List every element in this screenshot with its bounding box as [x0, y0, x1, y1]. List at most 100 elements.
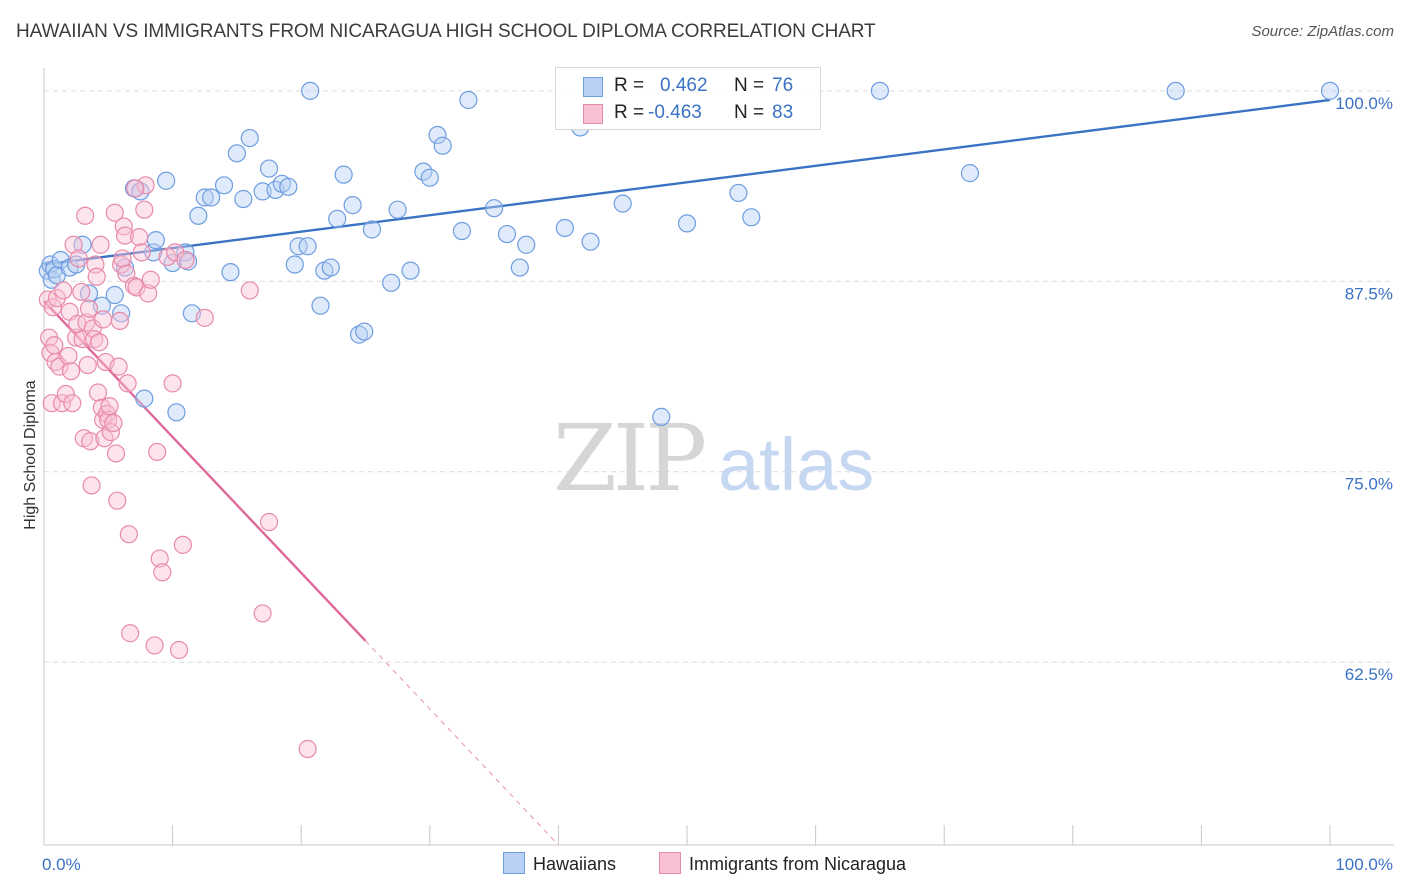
legend-swatch-blue	[503, 852, 525, 874]
hawaiian-point	[189, 206, 208, 225]
hawaiian-point	[135, 389, 154, 408]
hawaiian-point	[234, 189, 253, 209]
nicaragua-point	[54, 281, 73, 300]
hawaiian-point	[157, 171, 176, 190]
hawaiian-point	[960, 164, 980, 183]
nicaragua-point	[64, 235, 83, 254]
hawaiian-point	[677, 214, 697, 233]
legend-n-label: N =	[734, 102, 765, 123]
hawaiian-point	[355, 322, 374, 341]
nicaragua-point	[94, 310, 113, 329]
legend-r-label: R =	[614, 102, 645, 123]
hawaiian-point	[195, 188, 214, 207]
nicaragua-point	[130, 228, 149, 247]
nicaragua-point	[88, 383, 108, 402]
nicaragua-point	[90, 333, 109, 352]
hawaiian-point	[146, 231, 165, 250]
nicaragua-point	[148, 442, 167, 462]
hawaiian-point	[214, 176, 234, 195]
nicaragua-point	[109, 357, 128, 376]
trend-lines	[43, 98, 1331, 846]
hawaiian-point	[1166, 81, 1185, 100]
hawaiian-point	[105, 285, 124, 305]
nicaragua-trend-extension	[365, 640, 559, 846]
nicaragua-point	[61, 362, 81, 381]
data-points	[38, 81, 1340, 759]
hawaiian-point	[311, 296, 330, 315]
hawaiian-point	[301, 81, 320, 100]
nicaragua-point	[52, 394, 72, 413]
hawaiian-point	[428, 125, 447, 145]
hawaiian-point	[420, 168, 439, 187]
nicaragua-point	[112, 255, 131, 274]
hawaiian-point	[613, 194, 632, 213]
y-axis-label: High School Diploma	[22, 380, 39, 530]
nicaragua-point	[47, 288, 66, 308]
legend-label-nicaragua: Immigrants from Nicaragua	[689, 854, 907, 874]
nicaragua-point	[42, 394, 61, 413]
nicaragua-point	[153, 563, 172, 582]
nicaragua-point	[176, 250, 195, 270]
nicaragua-point	[113, 249, 132, 268]
nicaragua-point	[166, 243, 185, 262]
nicaragua-point	[127, 278, 146, 297]
nicaragua-point	[100, 397, 119, 416]
tick-labels: 62.5% 75.0% 87.5% 100.0% 0.0% 100.0%	[42, 94, 1393, 874]
hawaiian-point	[517, 235, 536, 254]
hawaiian-point	[870, 81, 890, 100]
legend-swatch-blue	[583, 77, 603, 97]
legend-item-hawaiians: Hawaiians	[503, 852, 616, 875]
nicaragua-point	[145, 636, 164, 655]
y-tick-label: 100.0%	[1335, 94, 1393, 113]
hawaiian-point	[433, 136, 452, 155]
source-credit: Source: ZipAtlas.com	[1251, 23, 1394, 40]
nicaragua-point	[79, 299, 99, 318]
hawaiian-point	[581, 232, 600, 251]
legend-r-value: 0.462	[660, 75, 708, 96]
hawaiian-point	[112, 304, 131, 323]
legend-swatch-pink	[583, 104, 603, 124]
nicaragua-point	[105, 203, 124, 222]
chart-title: HAWAIIAN VS IMMIGRANTS FROM NICARAGUA HI…	[16, 21, 876, 42]
hawaiian-point	[334, 165, 353, 184]
nicaragua-point	[126, 179, 145, 198]
legend-r-label: R =	[614, 75, 645, 96]
hawaiian-point	[227, 144, 246, 163]
nicaragua-point	[259, 512, 279, 532]
nicaragua-point	[110, 311, 129, 331]
hawaiian-point	[742, 208, 761, 227]
nicaragua-point	[82, 476, 101, 495]
nicaragua-point	[141, 270, 160, 289]
hawaiian-point	[1320, 81, 1340, 100]
nicaragua-point	[121, 624, 140, 643]
hawaiian-point	[388, 200, 407, 219]
stats-legend: R = 0.462 N = 76 R = -0.463 N = 83	[555, 67, 821, 130]
nicaragua-point	[150, 549, 169, 568]
hawaiian-point	[240, 128, 259, 148]
nicaragua-point	[87, 267, 106, 286]
nicaragua-point	[72, 282, 91, 302]
hawaiian-point	[259, 159, 279, 178]
hawaiian-point	[452, 221, 472, 241]
nicaragua-point	[136, 176, 155, 195]
series-legend: Hawaiians Immigrants from Nicaragua	[0, 852, 1406, 878]
hawaiian-point	[459, 90, 478, 110]
legend-label-hawaiians: Hawaiians	[533, 854, 617, 874]
nicaragua-point	[298, 739, 317, 759]
nicaragua-point	[240, 281, 259, 300]
nicaragua-point	[43, 298, 63, 317]
legend-n-value: 83	[772, 102, 794, 123]
hawaiian-point	[349, 325, 369, 344]
hawaiian-point	[167, 403, 186, 422]
hawaiian-point	[401, 261, 420, 280]
nicaragua-point	[76, 206, 95, 225]
hawaiian-point	[510, 258, 529, 277]
nicaragua-point	[119, 525, 138, 544]
watermark-zip: ZIP	[553, 405, 704, 512]
hawaiian-point	[321, 258, 340, 277]
nicaragua-point	[85, 330, 104, 349]
x-tick-label: 0.0%	[42, 855, 81, 874]
hawaiian-point	[729, 183, 748, 203]
hawaiian-point	[343, 196, 362, 215]
